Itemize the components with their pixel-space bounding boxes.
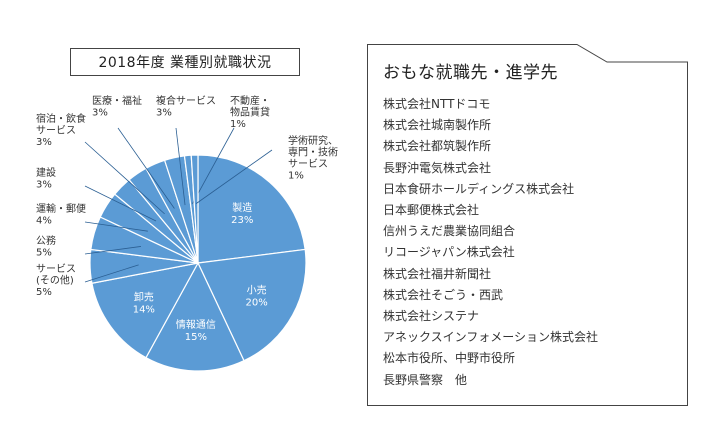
company-list-item: 日本食研ホールディングス株式会社 (383, 181, 575, 196)
company-list-item: 株式会社城南製作所 (383, 118, 492, 133)
panel-frame (367, 44, 688, 406)
slice-value-label: 3% (156, 108, 172, 119)
pie-slice (197, 154, 306, 264)
slice-category-label: (その他) (36, 274, 74, 287)
slice-category-label: 複合サービス (156, 94, 216, 107)
company-list-item: 日本郵便株式会社 (383, 203, 480, 218)
company-list-item: 長野県警察 他 (383, 372, 468, 387)
company-list-item: リコージャパン株式会社 (383, 245, 515, 260)
slice-value-label: 4% (36, 216, 52, 227)
company-list-item: 信州うえだ農業協同組合 (383, 224, 516, 239)
leader-line (84, 264, 139, 283)
slice-value-label: 3% (36, 180, 52, 191)
slice-category-label: 公務 (36, 234, 56, 247)
slice-category-label: 学術研究、 (288, 134, 338, 147)
slice-value-label: 14% (133, 304, 155, 315)
slice-category-label: 宿泊・飲食 (36, 112, 86, 125)
company-list-item: 株式会社都筑製作所 (383, 139, 492, 154)
slice-value-label: 3% (92, 108, 108, 119)
slice-value-label: 1% (230, 119, 246, 130)
leader-line (84, 141, 165, 215)
slice-value-label: 15% (185, 332, 207, 343)
company-list-item: 松本市役所、中野市役所 (383, 351, 516, 366)
leader-line (84, 246, 142, 255)
pie-slice (190, 154, 199, 264)
slice-category-label: サービス (36, 263, 76, 275)
company-list-item: アネックスインフォメーション株式会社 (383, 330, 599, 345)
companies-panel: おもな就職先・進学先 株式会社NTTドコモ 株式会社城南製作所 株式会社都筑製作所長… (367, 44, 688, 406)
slice-category-label: 情報通信 (176, 318, 216, 331)
leader-line (84, 221, 148, 232)
slice-category-label: 小売 (247, 283, 267, 296)
company-list-item: 長野沖電気株式会社 (383, 160, 492, 175)
pie-slice (91, 262, 200, 359)
slice-category-label: 不動産・ (230, 94, 270, 107)
slice-value-label: 5% (36, 248, 52, 259)
slice-category-label: 卸売 (134, 290, 154, 303)
pie-slice (197, 248, 307, 362)
slice-value-label: 23% (231, 215, 253, 226)
chart-title-text: 2018年度 業種別就職状況 (98, 55, 272, 71)
slice-category-label: 専門・技術 (288, 146, 338, 159)
slice-category-label: 医療・福祉 (92, 94, 142, 107)
company-list: 株式会社NTTドコモ 株式会社城南製作所 株式会社都筑製作所 長野沖電気株式会社日本食… (383, 94, 598, 391)
slice-value-label: 3% (36, 137, 52, 148)
panel-title: おもな就職先・進学先 (383, 63, 558, 83)
slice-category-label: サービス (288, 158, 328, 170)
slice-category-label: 建設 (36, 166, 56, 179)
slice-category-label: 製造 (232, 201, 252, 214)
leader-line (192, 127, 235, 205)
pie-slice (145, 261, 245, 372)
company-list-item: 株式会社NTTドコモ (383, 97, 491, 111)
company-list-item: 株式会社そごう・西武 (383, 287, 504, 302)
slice-category-label: 物品賃貸 (230, 106, 270, 119)
slice-value-label: 5% (36, 287, 52, 298)
slice-category-label: 運輸・郵便 (36, 202, 86, 215)
company-list-item: 株式会社システナ (383, 309, 480, 324)
slice-value-label: 20% (246, 297, 268, 308)
leader-line (117, 127, 175, 209)
slice-category-label: サービス (36, 125, 76, 137)
chart-title: 2018年度 業種別就職状況 (70, 48, 300, 76)
leader-line (175, 127, 186, 206)
leader-line (195, 149, 273, 204)
company-list-item: 株式会社福井新聞社 (383, 266, 492, 281)
leader-line (84, 185, 157, 222)
slice-value-label: 1% (288, 171, 304, 182)
